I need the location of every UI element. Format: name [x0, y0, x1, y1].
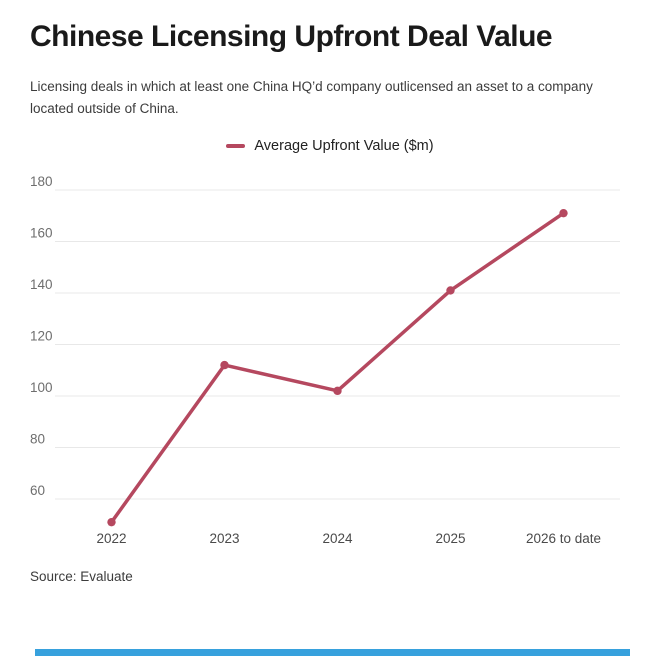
y-tick-label: 140: [30, 277, 53, 292]
data-point: [446, 286, 455, 295]
data-point: [107, 517, 116, 527]
y-tick-label: 100: [30, 380, 53, 395]
chart-subtitle: Licensing deals in which at least one Ch…: [30, 79, 593, 116]
data-point: [220, 360, 229, 370]
legend-line-swatch: [226, 144, 246, 148]
x-tick-label: 2025: [435, 531, 465, 546]
y-tick-label: 60: [30, 483, 45, 498]
data-point: [333, 386, 342, 396]
y-tick-label: 80: [30, 432, 45, 447]
legend: Average Upfront Value ($m): [0, 138, 660, 154]
line-chart: 60 80 100 120 140 160 180 2022 2023 2024 2025 2026 …: [0, 170, 660, 550]
accent-bar: [35, 649, 630, 656]
x-tick-label: 2026 to date: [526, 531, 601, 546]
data-point: [559, 208, 568, 218]
series-line: [109, 211, 566, 524]
source-note: Source: Evaluate: [30, 569, 133, 584]
legend-label: Average Upfront Value ($m): [254, 138, 434, 154]
y-tick-label: 180: [30, 174, 53, 189]
y-tick-label: 160: [30, 226, 53, 241]
x-tick-label: 2022: [96, 531, 126, 546]
chart-canvas: 60 80 100 120 140 160 180 2022 2023 2024 2025 2026 …: [30, 174, 620, 546]
page-title: Chinese Licensing Upfront Deal Value: [30, 20, 553, 53]
y-tick-label: 120: [30, 329, 53, 344]
x-tick-label: 2024: [322, 531, 353, 546]
x-tick-label: 2023: [209, 531, 239, 546]
